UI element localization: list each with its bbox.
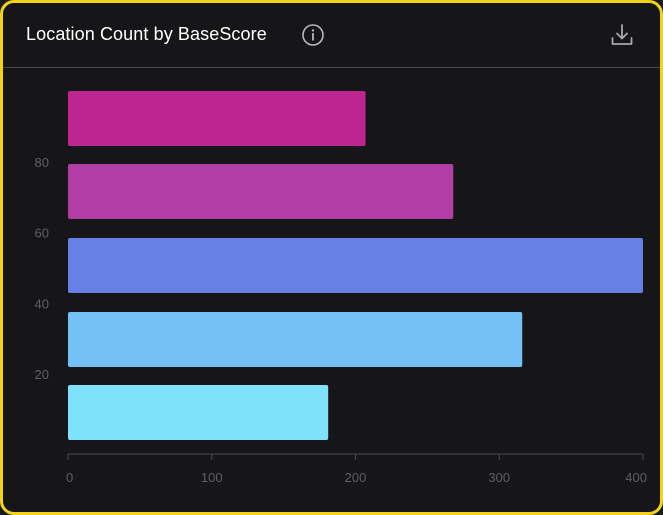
y-tick-label: 60 (35, 226, 49, 241)
bar[interactable] (68, 91, 366, 146)
info-icon[interactable] (301, 23, 325, 47)
bar[interactable] (68, 238, 643, 293)
x-tick-label: 200 (345, 470, 367, 485)
y-tick-label: 40 (35, 296, 49, 311)
card-header: Location Count by BaseScore (3, 3, 660, 68)
x-tick-label: 300 (488, 470, 510, 485)
x-tick-label: 0 (66, 470, 73, 485)
bar[interactable] (68, 385, 329, 440)
bar[interactable] (68, 164, 454, 219)
x-tick-label: 400 (625, 470, 647, 485)
y-tick-label: 20 (35, 367, 49, 382)
chart-title: Location Count by BaseScore (26, 24, 267, 44)
bar[interactable] (68, 312, 523, 367)
x-tick-label: 100 (201, 470, 223, 485)
download-icon[interactable] (609, 22, 635, 48)
bar-chart: 0 100 200 300 400 20 40 60 80 (35, 91, 647, 485)
y-tick-label: 80 (35, 155, 49, 170)
